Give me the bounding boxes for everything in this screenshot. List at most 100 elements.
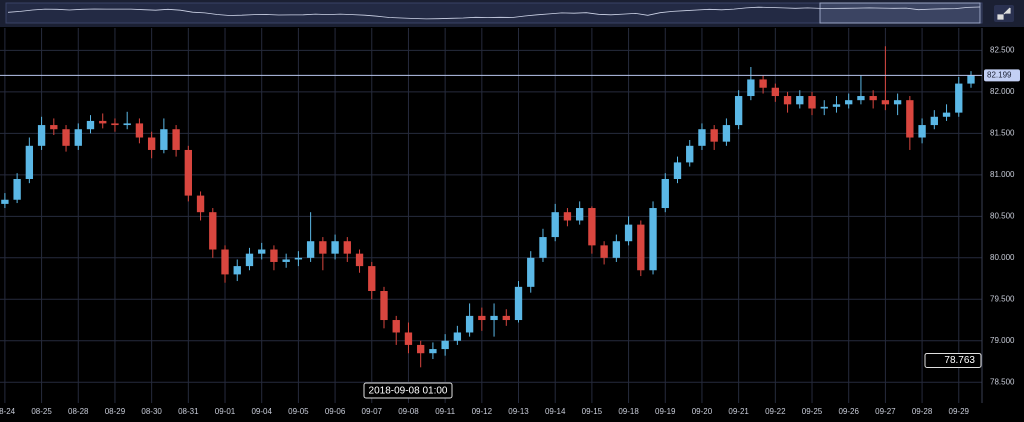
candle-body	[893, 100, 902, 105]
candle-body	[355, 253, 364, 267]
candle-body	[771, 87, 779, 97]
crosshair-price-label: 78.763	[944, 355, 975, 366]
candle-body	[99, 120, 107, 124]
navigator-window[interactable]	[819, 2, 981, 24]
x-tick-label: 09-12	[472, 407, 493, 416]
candle-body	[221, 249, 229, 275]
navigator	[5, 2, 983, 24]
zoom-icon	[997, 7, 1011, 20]
candle-body	[111, 123, 119, 126]
candle-body	[624, 224, 633, 242]
crosshair-price-box	[924, 352, 982, 368]
candle-body	[906, 100, 914, 138]
x-tick-label: 08-31	[178, 407, 199, 416]
x-tick-label: 09-07	[362, 407, 383, 416]
candle-body	[747, 79, 755, 97]
candle-body	[380, 290, 388, 321]
candle-body	[539, 237, 547, 258]
candle-body	[698, 129, 706, 146]
candle-body	[820, 106, 828, 109]
x-tick-label: 09-21	[728, 407, 749, 416]
navigator-line	[7, 6, 981, 20]
candle-body	[930, 116, 938, 126]
candle-body	[86, 120, 95, 130]
candle-body	[306, 241, 315, 258]
candle-body	[869, 96, 877, 101]
x-tick-label: 08-28	[68, 407, 89, 416]
candle-body	[233, 266, 241, 275]
candle-body	[967, 75, 975, 84]
candle-body	[808, 96, 816, 109]
y-tick-label: 82.000	[990, 87, 1015, 96]
candle-body	[294, 257, 303, 260]
x-tick-label: 09-04	[251, 407, 272, 416]
y-tick-label: 81.500	[990, 128, 1015, 137]
candle-body	[404, 332, 413, 345]
x-tick-label: 09-11	[435, 407, 455, 416]
x-tick-label: 08-30	[141, 407, 162, 416]
candle-body	[832, 104, 841, 107]
y-tick-label: 82.500	[990, 46, 1015, 55]
x-tick-label: 08-24	[0, 407, 16, 416]
candle-body	[734, 96, 743, 126]
y-tick-label: 79.000	[990, 336, 1015, 345]
candle-body	[722, 125, 731, 142]
candle-body	[465, 315, 474, 333]
candle-body	[147, 137, 156, 150]
candle-body	[13, 178, 21, 200]
candle-body	[135, 123, 144, 138]
x-tick-label: 09-19	[655, 407, 676, 416]
candle-body	[282, 259, 290, 262]
candle-body	[527, 257, 535, 287]
candle-body	[392, 320, 400, 333]
x-tick-label: 09-25	[802, 407, 823, 416]
crosshair-time-box	[363, 382, 453, 399]
candle-body	[123, 123, 131, 126]
candle-body	[453, 332, 462, 341]
candle-body	[441, 340, 449, 350]
candle-body	[783, 96, 792, 105]
x-tick-label: 09-08	[398, 407, 419, 416]
candle-body	[331, 241, 339, 254]
y-tick-label: 78.500	[990, 377, 1015, 386]
candle-body	[881, 100, 890, 105]
y-tick-label: 81.000	[990, 170, 1015, 179]
x-tick-label: 09-14	[545, 407, 566, 416]
candle-body	[429, 349, 437, 354]
candle-body	[686, 145, 694, 163]
crosshair-time-label: 2018-09-08 01:00	[369, 386, 448, 397]
candle-body	[649, 208, 657, 271]
candle-body	[918, 125, 926, 138]
candle-body	[25, 145, 34, 179]
candle-body	[417, 344, 425, 354]
candle-body	[845, 100, 853, 105]
candle-body	[514, 286, 523, 321]
candle-body	[196, 195, 205, 213]
candle-body	[588, 208, 596, 246]
candle-body	[796, 96, 804, 105]
candle-body	[258, 249, 266, 254]
candle-body	[759, 79, 767, 88]
x-tick-label: 09-13	[508, 407, 529, 416]
candle-body	[1, 199, 9, 204]
candle-body	[50, 125, 58, 130]
candle-body	[184, 149, 192, 196]
x-tick-label: 09-01	[215, 407, 236, 416]
candle-body	[478, 315, 486, 321]
x-tick-label: 09-29	[949, 407, 970, 416]
candle-body	[575, 208, 584, 221]
candle-body	[600, 245, 608, 258]
x-tick-label: 09-28	[912, 407, 933, 416]
candle-body	[319, 241, 327, 254]
candle-body	[160, 129, 168, 150]
candle-body	[62, 129, 70, 146]
x-tick-label: 09-05	[288, 407, 309, 416]
candle-body	[955, 83, 963, 113]
candle-body	[551, 212, 559, 238]
y-tick-label: 80.000	[990, 253, 1015, 262]
x-tick-label: 09-26	[838, 407, 859, 416]
candle-body	[172, 129, 180, 150]
candle-body	[502, 315, 510, 321]
